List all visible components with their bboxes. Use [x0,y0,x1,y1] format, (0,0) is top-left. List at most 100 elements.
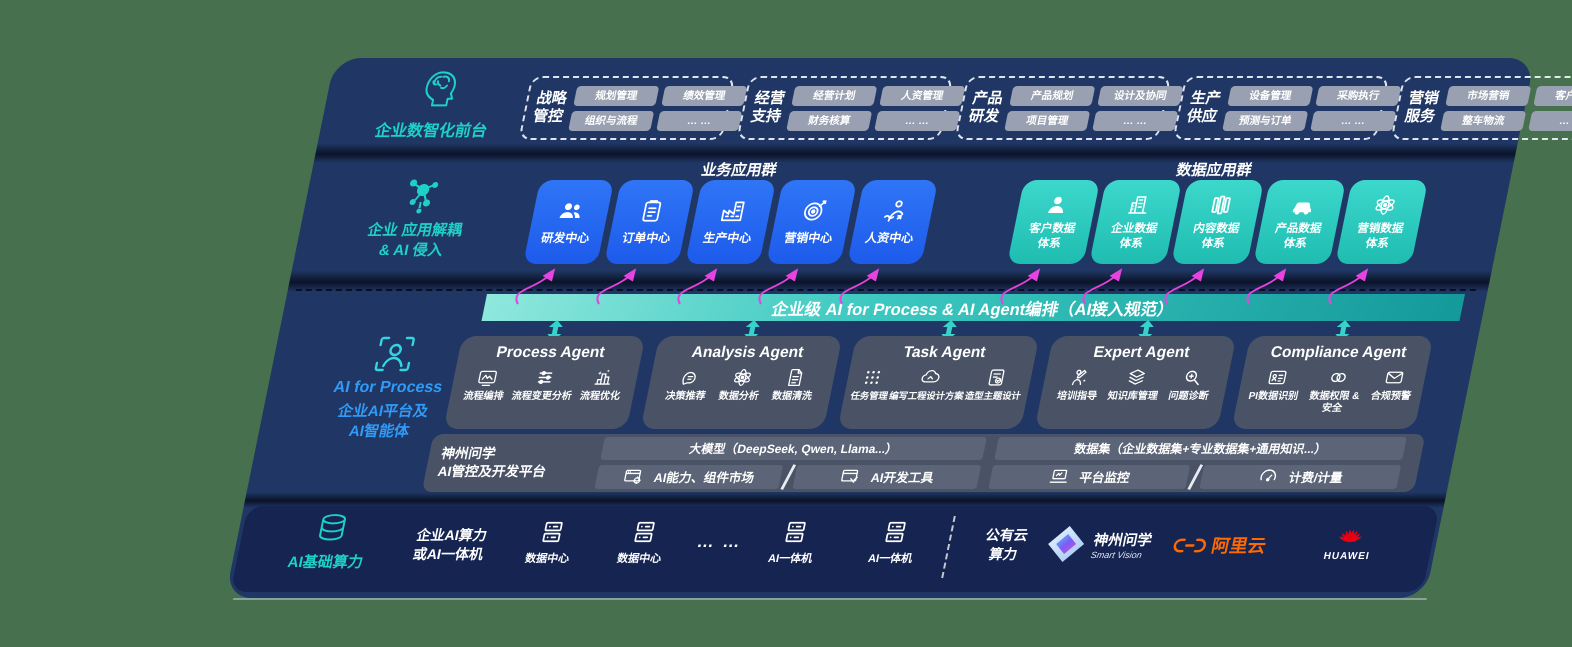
platform-monitor-cell: 平台监控 [988,464,1191,489]
flow-optimize-icon [594,368,614,385]
huawei-logo-icon [1337,529,1365,544]
app-box-order-center: 订单中心 [604,180,696,264]
frontdesk-item: 预测与订单 [1222,110,1309,131]
frontdesk-item: 设计及协同 [1097,85,1184,106]
agent-title: Expert Agent [1091,344,1192,361]
app-layer-rail: 企业 应用解耦 & AI 侵入 [314,176,521,262]
platform-monitor-icon [1049,469,1070,483]
dataset-bar: 数据集（企业数据集+专业数据集+通用知识...） [994,436,1407,460]
agent-card-compliance: Compliance Agent PI数据识别 数据权限 & 安全 合规预警 [1231,336,1434,429]
frontdesk-group-operation: 经营 支持 经营计划 人资管理 财务核算 … … [736,76,966,140]
compute-label-line1: 企业AI算力 [415,527,489,543]
platform-label-line1: 神州问学 [439,446,497,462]
infrastructure-rail: AI基础算力 [258,512,400,572]
compute-label-line2: 或AI一体机 [411,545,485,562]
frontdesk-item: 绩效管理 [661,85,748,106]
huawei-name: HUAWEI [1322,551,1371,562]
frontdesk-item: … … [1092,110,1179,131]
infrastructure-label: AI基础算力 [286,554,365,571]
frontdesk-item: 人资管理 [879,85,966,106]
public-cloud-label-line2: 算力 [987,545,1019,562]
flow-change-analysis-icon [537,370,553,385]
training-icon [1072,369,1090,386]
data-box-label: 内容数据 [1191,223,1241,236]
agent-card-task: Task Agent 任务管理 编写工程设计方案 造型主题设计 [837,336,1040,429]
theme-design-icon [988,369,1005,386]
decision-recommend-icon [681,371,697,385]
frontdesk-item: 财务核算 [786,110,873,131]
frontdesk-rail: 企业数智化前台 [339,68,534,141]
frontdesk-item: 客户关系 [1533,85,1572,106]
app-box-label: 人资中心 [863,231,915,245]
diagnosis-icon [1183,370,1202,386]
flow-orchestration-icon [477,370,498,387]
app-layer-label-line2: & AI 侵入 [377,242,445,260]
frontdesk-group-production: 生产 供应 设备管理 采购执行 预测与订单 … … [1172,76,1402,140]
app-box-marketing-center: 营销中心 [766,180,858,264]
task-manage-icon [865,371,881,384]
car-icon [1292,202,1313,215]
frontdesk-item: 产品规划 [1009,85,1096,106]
ai-layer-label-line1: AI for Process [331,379,444,396]
frontdesk-item: … … [1310,110,1397,131]
data-box-product: 产品数据 体系 [1253,180,1347,264]
frontdesk-item: 采购执行 [1315,85,1402,106]
factory-icon [720,201,745,222]
engineering-design-icon [920,369,941,383]
frontdesk-item: 经营计划 [791,85,878,106]
agent-title: Compliance Agent [1269,344,1409,361]
frontdesk-label: 企业数智化前台 [373,123,489,140]
capability-label: 流程编排 [462,391,505,402]
person-activity-icon [883,200,906,222]
data-box-marketing: 营销数据 体系 [1335,180,1429,264]
capability-label: 任务管理 [849,391,889,401]
aliyun-logo-icon [1172,538,1208,552]
molecule-icon [402,178,441,215]
node-label: AI一体机 [866,553,914,565]
capability-label: PI数据识别 [1247,391,1300,402]
server-icon [542,521,563,543]
vendor-aliyun: 阿里云 [1170,532,1268,558]
app-box-hr-center: 人资中心 [847,180,939,264]
slab-divider [941,516,956,578]
data-clean-icon [788,368,804,387]
orchestration-bar: 企业级 AI for Process & AI Agent编排（AI接入规范） [481,294,1465,321]
frontdesk-item: … … [874,110,961,131]
agent-card-expert: Expert Agent 培训指导 知识库管理 问题诊断 [1034,336,1237,429]
data-box-content: 内容数据 体系 [1171,180,1265,264]
ai-layer-label-line3: AI智能体 [347,423,411,441]
layer-separator [313,143,1518,163]
billing-cell: 计费/计量 [1199,464,1402,489]
group-name: 经营 [753,90,787,107]
person-scan-icon [374,336,416,372]
devtools-icon [841,469,860,483]
app-box-rd-center: 研发中心 [523,180,615,264]
group-name: 营销 [1407,90,1441,107]
frontdesk-item: 规划管理 [573,85,660,106]
compliance-alert-icon [1385,371,1404,384]
data-box-customer: 客户数据 体系 [1007,180,1101,264]
knowledge-base-icon [1127,369,1146,385]
smartvision-name: 神州问学 [1092,532,1154,549]
app-layer-label-line1: 企业 应用解耦 [366,222,464,239]
billing-icon [1260,469,1278,482]
app-box-label: 生产中心 [701,231,753,245]
app-box-production-center: 生产中心 [685,180,777,264]
boundary-dashed-line [295,289,1477,291]
server-icon [785,521,806,543]
capability-label: 合规预警 [1369,391,1412,402]
capability-label: 知识库管理 [1106,391,1159,402]
database-icon [318,514,347,541]
app-box-label: 订单中心 [620,231,672,245]
capability-label: 编写工程设计方案 [888,391,965,401]
agent-title: Analysis Agent [690,344,806,361]
agent-title: Process Agent [494,344,607,361]
capability-label: 数据分析 [717,391,760,402]
ellipsis-label: … … [695,532,744,551]
frontdesk-item: … … [656,110,743,131]
orchestration-label: 企业级 AI for Process & AI Agent编排（AI接入规范） [769,300,1176,319]
aliyun-name: 阿里云 [1209,536,1268,556]
architecture-panel: 企业数智化前台 企业 应用解耦 & AI 侵入 AI for Process 企… [225,58,1572,598]
data-permission-icon [1330,372,1347,383]
